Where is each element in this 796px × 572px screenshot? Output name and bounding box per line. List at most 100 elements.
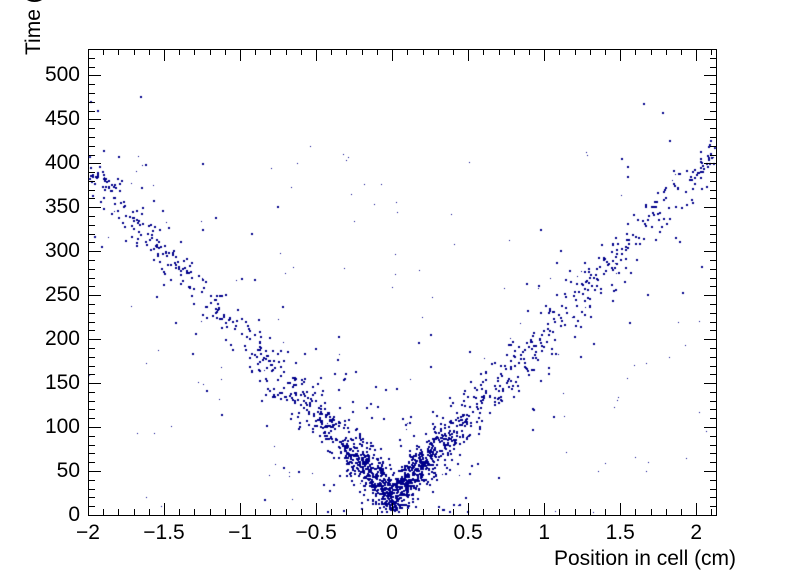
tick-mark bbox=[710, 146, 716, 147]
tick-mark bbox=[89, 366, 95, 367]
tick-mark bbox=[575, 49, 576, 55]
tick-mark bbox=[710, 286, 716, 287]
tick-mark bbox=[710, 67, 716, 68]
tick-mark bbox=[438, 509, 439, 515]
tick-mark bbox=[483, 49, 484, 55]
tick-mark bbox=[544, 503, 545, 515]
tick-mark bbox=[710, 436, 716, 437]
x-tick-label: −1 bbox=[228, 521, 253, 544]
tick-mark bbox=[179, 509, 180, 515]
tick-mark bbox=[620, 49, 621, 61]
tick-mark bbox=[407, 49, 408, 55]
tick-mark bbox=[710, 128, 716, 129]
tick-mark bbox=[514, 49, 515, 55]
tick-mark bbox=[704, 207, 716, 208]
tick-mark bbox=[710, 155, 716, 156]
tick-mark bbox=[89, 453, 95, 454]
tick-mark bbox=[710, 172, 716, 173]
tick-mark bbox=[666, 49, 667, 55]
y-tick-label: 250 bbox=[44, 283, 80, 307]
tick-mark bbox=[89, 67, 95, 68]
tick-mark bbox=[89, 216, 95, 217]
x-tick-label: −2 bbox=[76, 521, 100, 544]
tick-mark bbox=[710, 445, 716, 446]
tick-mark bbox=[316, 503, 317, 515]
tick-mark bbox=[89, 207, 101, 208]
tick-mark bbox=[453, 509, 454, 515]
tick-mark bbox=[704, 339, 716, 340]
tick-mark bbox=[210, 49, 211, 55]
tick-mark bbox=[331, 509, 332, 515]
tick-mark bbox=[88, 503, 89, 515]
tick-mark bbox=[149, 49, 150, 55]
tick-mark bbox=[704, 251, 716, 252]
tick-mark bbox=[89, 260, 95, 261]
tick-mark bbox=[710, 480, 716, 481]
tick-mark bbox=[89, 471, 101, 472]
tick-mark bbox=[270, 49, 271, 55]
tick-mark bbox=[710, 330, 716, 331]
y-tick-label: 100 bbox=[44, 415, 80, 439]
tick-mark bbox=[710, 216, 716, 217]
tick-mark bbox=[118, 49, 119, 55]
tick-mark bbox=[681, 509, 682, 515]
tick-mark bbox=[149, 509, 150, 515]
tick-mark bbox=[89, 225, 95, 226]
tick-mark bbox=[89, 172, 95, 173]
tick-mark bbox=[392, 503, 393, 515]
x-tick-label: −0.5 bbox=[295, 521, 337, 544]
tick-mark bbox=[710, 49, 716, 50]
y-tick-label: 150 bbox=[44, 371, 80, 395]
tick-mark bbox=[89, 401, 95, 402]
tick-mark bbox=[710, 84, 716, 85]
tick-mark bbox=[710, 269, 716, 270]
tick-mark bbox=[89, 418, 95, 419]
x-axis-title: Position in cell (cm) bbox=[554, 547, 737, 570]
x-tick-label: 2 bbox=[690, 521, 703, 544]
tick-mark bbox=[89, 58, 95, 59]
tick-mark bbox=[240, 49, 241, 61]
tick-mark bbox=[704, 119, 716, 120]
tick-mark bbox=[194, 509, 195, 515]
tick-mark bbox=[710, 225, 716, 226]
tick-mark bbox=[605, 49, 606, 55]
tick-mark bbox=[710, 137, 716, 138]
y-tick-label: 50 bbox=[56, 459, 80, 483]
tick-mark bbox=[529, 509, 530, 515]
tick-mark bbox=[704, 295, 716, 296]
tick-mark bbox=[240, 503, 241, 515]
tick-mark bbox=[651, 49, 652, 55]
tick-mark bbox=[468, 49, 469, 61]
tick-mark bbox=[164, 503, 165, 515]
tick-mark bbox=[89, 383, 101, 384]
tick-mark bbox=[710, 401, 716, 402]
tick-mark bbox=[89, 409, 95, 410]
tick-mark bbox=[89, 515, 101, 516]
tick-mark bbox=[529, 49, 530, 55]
tick-mark bbox=[438, 49, 439, 55]
tick-mark bbox=[710, 418, 716, 419]
tick-mark bbox=[255, 509, 256, 515]
tick-mark bbox=[89, 119, 101, 120]
tick-mark bbox=[89, 313, 95, 314]
tick-mark bbox=[89, 497, 95, 498]
tick-mark bbox=[316, 49, 317, 61]
tick-mark bbox=[89, 155, 95, 156]
tick-mark bbox=[710, 58, 716, 59]
tick-mark bbox=[286, 509, 287, 515]
tick-mark bbox=[89, 146, 95, 147]
tick-mark bbox=[346, 49, 347, 55]
tick-mark bbox=[89, 137, 95, 138]
tick-mark bbox=[89, 462, 95, 463]
tick-mark bbox=[453, 49, 454, 55]
tick-mark bbox=[710, 190, 716, 191]
tick-mark bbox=[301, 509, 302, 515]
tick-mark bbox=[89, 181, 95, 182]
tick-mark bbox=[89, 489, 95, 490]
tick-mark bbox=[88, 49, 89, 61]
tick-mark bbox=[514, 509, 515, 515]
tick-mark bbox=[711, 49, 712, 55]
tick-mark bbox=[666, 509, 667, 515]
